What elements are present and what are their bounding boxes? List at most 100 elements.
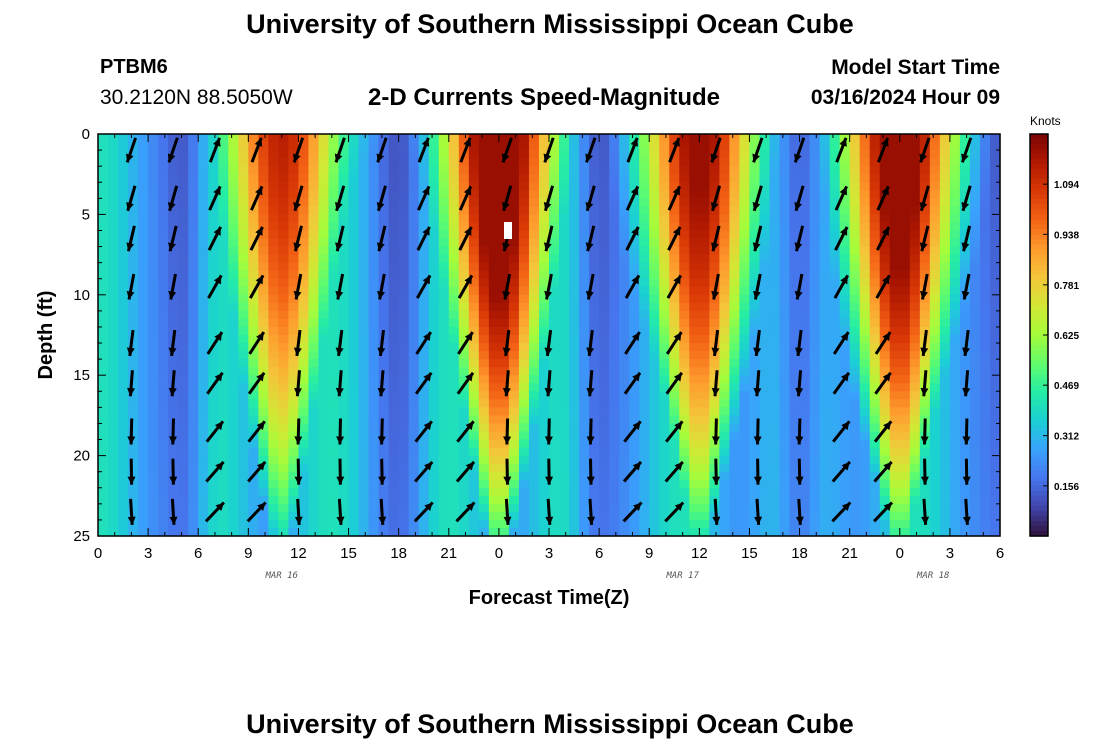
heatmap-cell xyxy=(619,455,630,465)
heatmap-cell xyxy=(659,343,670,352)
heatmap-cell xyxy=(649,335,660,344)
heatmap-cell xyxy=(909,471,921,481)
heatmap-cell xyxy=(128,343,139,352)
heatmap-cell xyxy=(538,511,550,521)
heatmap-cell xyxy=(769,527,781,537)
heatmap-cell xyxy=(629,262,640,272)
heatmap-cell xyxy=(398,527,410,537)
heatmap-cell xyxy=(528,495,540,505)
heatmap-cell xyxy=(829,310,841,320)
heatmap-cell xyxy=(198,270,209,280)
heatmap-cell xyxy=(969,487,981,497)
heatmap-cell xyxy=(128,527,139,537)
heatmap-cell xyxy=(278,326,290,336)
heatmap-cell xyxy=(839,318,851,328)
heatmap-cell xyxy=(909,383,921,392)
heatmap-cell xyxy=(208,399,219,408)
heatmap-cell xyxy=(298,359,310,368)
heatmap-cell xyxy=(939,158,951,167)
heatmap-cell xyxy=(288,415,300,425)
heatmap-cell xyxy=(178,439,189,449)
heatmap-cell xyxy=(268,134,279,143)
heatmap-cell xyxy=(789,407,801,416)
heatmap-cell xyxy=(258,455,269,465)
heatmap-cell xyxy=(779,487,791,497)
heatmap-cell xyxy=(579,463,590,473)
heatmap-cell xyxy=(869,150,881,159)
heatmap-cell xyxy=(649,511,660,521)
heatmap-cell xyxy=(699,150,710,159)
heatmap-cell xyxy=(639,302,650,312)
heatmap-cell xyxy=(378,383,390,392)
heatmap-cell xyxy=(989,270,1001,280)
heatmap-cell xyxy=(919,270,931,280)
heatmap-cell xyxy=(328,294,340,304)
heatmap-cell xyxy=(488,407,500,416)
heatmap-cell xyxy=(639,495,650,505)
heatmap-cell xyxy=(448,391,460,400)
heatmap-cell xyxy=(178,190,189,199)
heatmap-cell xyxy=(118,511,129,521)
heatmap-cell xyxy=(729,471,741,481)
heatmap-cell xyxy=(98,206,109,215)
heatmap-cell xyxy=(288,206,300,215)
heatmap-cell xyxy=(298,278,310,288)
heatmap-cell xyxy=(899,487,911,497)
heatmap-cell xyxy=(809,134,821,143)
heatmap-cell xyxy=(809,166,821,175)
heatmap-cell xyxy=(118,471,129,481)
heatmap-cell xyxy=(278,487,290,497)
heatmap-cell xyxy=(679,391,690,400)
heatmap-cell xyxy=(989,262,1001,272)
heatmap-cell xyxy=(518,383,530,392)
heatmap-cell xyxy=(789,222,801,232)
heatmap-cell xyxy=(358,519,370,529)
heatmap-cell xyxy=(288,190,300,199)
heatmap-cell xyxy=(759,254,771,264)
heatmap-cell xyxy=(288,182,300,191)
heatmap-cell xyxy=(348,399,360,408)
heatmap-cell xyxy=(238,359,249,368)
heatmap-cell xyxy=(478,447,490,457)
heatmap-cell xyxy=(198,407,209,416)
heatmap-cell xyxy=(358,134,370,143)
heatmap-cell xyxy=(549,270,560,280)
heatmap-cell xyxy=(378,206,390,215)
colorbar-swatch xyxy=(1030,169,1048,175)
heatmap-cell xyxy=(729,511,741,521)
heatmap-cell xyxy=(679,294,690,304)
current-arrow xyxy=(417,185,431,211)
heatmap-cell xyxy=(599,198,610,207)
heatmap-cell xyxy=(729,495,741,505)
heatmap-cell xyxy=(879,519,891,529)
heatmap-cell xyxy=(909,142,921,151)
heatmap-cell xyxy=(238,479,249,489)
heatmap-cell xyxy=(889,399,901,408)
current-arrow xyxy=(873,501,894,523)
heatmap-cell xyxy=(128,174,139,183)
heatmap-cell xyxy=(579,359,590,368)
heatmap-cell xyxy=(949,214,961,224)
heatmap-cell xyxy=(979,447,991,457)
heatmap-cell xyxy=(178,399,189,408)
heatmap-cell xyxy=(899,375,911,384)
y-tick-label: 5 xyxy=(82,206,90,223)
heatmap-cell xyxy=(699,214,710,224)
current-arrow xyxy=(376,225,387,252)
heatmap-cell xyxy=(278,495,290,505)
heatmap-cell xyxy=(769,359,781,368)
heatmap-cell xyxy=(739,415,751,425)
heatmap-cell xyxy=(699,302,710,312)
heatmap-cell xyxy=(528,479,540,489)
heatmap-cell xyxy=(108,335,119,344)
heatmap-cell xyxy=(518,463,530,473)
heatmap-cell xyxy=(388,519,400,529)
heatmap-cell xyxy=(869,294,881,304)
heatmap-cell xyxy=(639,439,650,449)
heatmap-cell xyxy=(398,439,410,449)
heatmap-cell xyxy=(599,351,610,360)
heatmap-cell xyxy=(549,150,560,159)
heatmap-cell xyxy=(248,254,259,264)
heatmap-cell xyxy=(659,326,670,336)
heatmap-cell xyxy=(378,415,390,425)
